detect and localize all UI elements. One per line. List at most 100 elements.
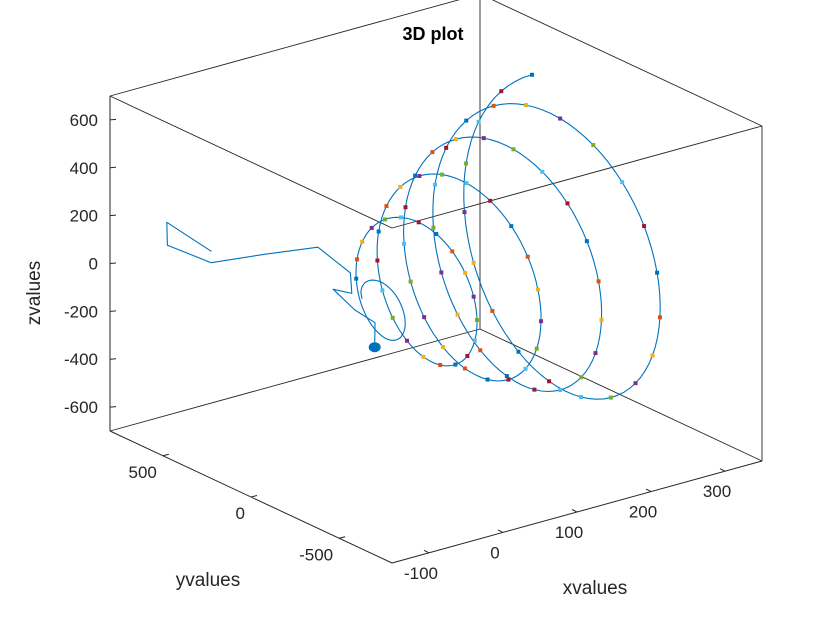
loop-curve	[166, 221, 376, 348]
data-marker	[534, 346, 539, 351]
y-tick-label: 500	[129, 463, 157, 482]
data-marker	[462, 366, 467, 371]
axes-box	[109, 0, 763, 564]
x-tick-label: 300	[703, 482, 731, 501]
data-marker	[535, 287, 540, 292]
data-marker	[578, 395, 583, 400]
data-marker	[417, 173, 422, 178]
data-marker	[565, 201, 570, 206]
data-marker	[599, 317, 604, 322]
z-axis-label: zvalues	[24, 261, 45, 325]
data-marker	[478, 348, 483, 353]
box-edge	[391, 125, 763, 229]
data-marker	[530, 72, 535, 77]
data-marker	[375, 258, 380, 263]
data-marker	[608, 395, 613, 400]
y-tick-label: 0	[236, 504, 245, 523]
z-tick-mark	[109, 118, 117, 121]
z-tick-mark	[109, 406, 117, 408]
data-marker	[462, 210, 467, 215]
data-marker	[539, 319, 544, 324]
data-marker	[655, 270, 660, 275]
box-edge	[479, 328, 763, 462]
data-marker	[398, 184, 403, 189]
data-marker	[431, 225, 436, 230]
data-marker	[440, 344, 445, 349]
marker-group	[354, 72, 662, 400]
data-marker	[490, 308, 495, 313]
z-tick-mark	[109, 358, 117, 360]
data-marker	[633, 381, 638, 386]
z-tick-label: 600	[70, 111, 98, 130]
data-marker	[402, 241, 407, 246]
data-marker	[354, 276, 359, 281]
data-marker	[399, 215, 404, 220]
data-marker	[384, 204, 389, 209]
data-marker	[579, 375, 584, 380]
x-tick-label: -100	[404, 564, 438, 583]
x-tick-mark	[645, 488, 652, 493]
data-marker	[463, 270, 468, 275]
data-marker	[403, 205, 408, 210]
box-edge	[491, 0, 763, 127]
data-marker	[488, 198, 493, 203]
data-marker	[642, 224, 647, 229]
data-marker	[506, 377, 511, 382]
z-tick-label: 200	[70, 207, 98, 226]
data-marker	[450, 249, 455, 254]
z-tick-label: -600	[64, 398, 98, 417]
data-marker	[430, 150, 435, 155]
data-marker	[476, 119, 481, 124]
data-marker	[620, 180, 625, 185]
y-tick-mark	[162, 453, 169, 457]
x-tick-mark	[719, 468, 726, 472]
z-tick-mark	[109, 310, 117, 312]
data-marker	[547, 379, 552, 384]
data-marker	[471, 260, 476, 265]
z-tick-label: -200	[64, 302, 98, 321]
data-marker	[485, 377, 490, 382]
data-marker	[464, 161, 469, 166]
data-marker	[376, 229, 381, 234]
data-marker	[558, 387, 563, 392]
z-tick-mark	[109, 166, 117, 169]
data-marker	[465, 354, 470, 359]
data-marker	[472, 338, 477, 343]
data-marker	[434, 231, 439, 236]
chart-title: 3D plot	[403, 24, 464, 44]
data-marker	[453, 362, 458, 367]
data-marker	[382, 217, 387, 222]
data-marker	[438, 362, 443, 367]
data-marker	[408, 279, 413, 284]
data-marker	[421, 354, 426, 359]
data-marker	[444, 145, 449, 150]
x-tick-mark	[423, 549, 430, 554]
data-marker	[504, 374, 509, 379]
data-marker	[355, 257, 360, 262]
data-marker	[413, 173, 418, 178]
z-tick-label: -400	[64, 350, 98, 369]
x-axis-label: xvalues	[563, 578, 627, 599]
data-marker	[369, 225, 374, 230]
data-marker	[464, 181, 469, 186]
z-tick-label: 400	[70, 159, 98, 178]
data-marker	[650, 353, 655, 358]
data-marker	[432, 182, 437, 187]
data-marker	[422, 315, 427, 320]
data-marker	[491, 103, 496, 108]
data-marker	[584, 239, 589, 244]
y-tick-mark	[250, 495, 258, 498]
data-marker	[523, 103, 528, 108]
data-marker	[558, 116, 563, 121]
data-marker	[440, 172, 445, 177]
start-point	[368, 342, 381, 353]
data-marker	[657, 315, 662, 320]
data-marker	[475, 318, 480, 323]
data-marker	[390, 315, 395, 320]
data-marker	[471, 294, 476, 299]
data-marker	[525, 254, 530, 259]
data-marker	[416, 220, 421, 225]
tick-group: -100 0 100 200 300 500 0 -500 600 400 200 0 -200 -400…	[64, 111, 731, 583]
curve-group	[166, 74, 661, 400]
